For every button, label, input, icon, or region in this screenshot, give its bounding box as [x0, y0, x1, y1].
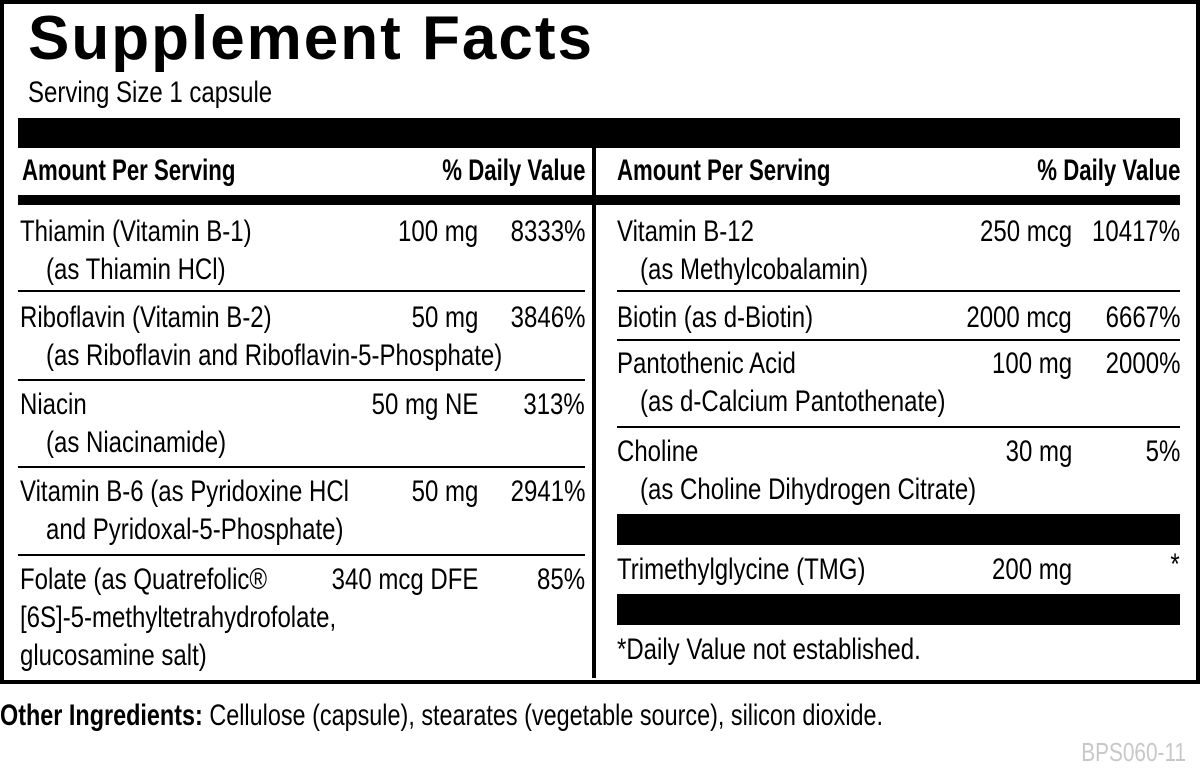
- nutrient-amount: 50 mg NE: [371, 388, 478, 421]
- nutrient-name: Vitamin B-12: [617, 215, 754, 248]
- nutrient-dv: 2941%: [510, 475, 585, 508]
- facts-panel-border: [0, 0, 1200, 684]
- nutrient-name: Riboflavin (Vitamin B-2): [20, 301, 272, 334]
- right-header-amount: Amount Per Serving: [617, 154, 831, 187]
- nutrient-amount: 50 mg: [411, 475, 478, 508]
- nutrient-name: Pantothenic Acid: [617, 347, 796, 380]
- footnote: *Daily Value not established.: [617, 633, 921, 666]
- row-divider: [18, 290, 585, 292]
- nutrient-amount: 100 mg: [397, 215, 478, 248]
- header-rule: [18, 195, 1180, 205]
- section-thick-bar: [617, 594, 1180, 625]
- nutrient-dv: 85%: [536, 563, 585, 596]
- nutrient-dv: 6667%: [1105, 301, 1180, 334]
- serving-size: Serving Size 1 capsule: [28, 76, 273, 109]
- nutrient-source: and Pyridoxal-5-Phosphate): [46, 513, 344, 546]
- left-header-dv: % Daily Value: [441, 154, 585, 187]
- top-thick-bar: [18, 118, 1180, 148]
- nutrient-dv: *: [1170, 548, 1180, 581]
- right-header-dv: % Daily Value: [1036, 154, 1180, 187]
- row-divider: [617, 426, 1180, 428]
- row-divider: [18, 379, 585, 381]
- nutrient-dv: 3846%: [510, 301, 585, 334]
- nutrient-source: (as Methylcobalamin): [640, 253, 869, 286]
- nutrient-name: Choline: [617, 435, 699, 468]
- nutrient-source: (as Niacinamide): [46, 426, 227, 459]
- nutrient-dv: 313%: [523, 388, 585, 421]
- nutrient-amount: 250 mcg: [979, 215, 1072, 248]
- nutrient-amount: 100 mg: [991, 347, 1072, 380]
- panel-title: Supplement Facts: [28, 4, 594, 73]
- other-ingredients: Other Ingredients: Cellulose (capsule), …: [0, 699, 1132, 733]
- nutrient-source: [6S]-5-methyltetrahydrofolate,: [20, 601, 337, 634]
- nutrient-amount: 30 mg: [1005, 435, 1072, 468]
- row-divider: [18, 466, 585, 468]
- nutrient-amount: 200 mg: [991, 553, 1072, 586]
- nutrient-source: (as d-Calcium Pantothenate): [640, 385, 946, 418]
- nutrient-name: Niacin: [20, 388, 87, 421]
- nutrient-dv: 10417%: [1091, 215, 1180, 248]
- row-divider: [617, 339, 1180, 341]
- row-divider: [18, 554, 585, 556]
- nutrient-dv: 8333%: [510, 215, 585, 248]
- nutrient-dv: 5%: [1145, 435, 1180, 468]
- nutrient-name: Folate (as Quatrefolic®: [20, 563, 268, 596]
- other-ingredients-label: Other Ingredients:: [0, 699, 203, 732]
- nutrient-dv: 2000%: [1105, 347, 1180, 380]
- left-header-amount: Amount Per Serving: [22, 154, 236, 187]
- product-code: BPS060-11: [1081, 737, 1186, 767]
- nutrient-amount: 2000 mcg: [966, 301, 1072, 334]
- nutrient-source: (as Riboflavin and Riboflavin-5-Phosphat…: [46, 339, 503, 372]
- nutrient-source: (as Choline Dihydrogen Citrate): [640, 473, 977, 506]
- section-thick-bar: [617, 514, 1180, 545]
- row-divider: [617, 290, 1180, 292]
- nutrient-source: glucosamine salt): [20, 639, 207, 672]
- column-divider: [592, 148, 596, 678]
- nutrient-amount: 50 mg: [411, 301, 478, 334]
- other-ingredients-text: Cellulose (capsule), stearates (vegetabl…: [202, 699, 884, 732]
- nutrient-name: Trimethylglycine (TMG): [617, 553, 866, 586]
- nutrient-amount: 340 mcg DFE: [331, 563, 478, 596]
- nutrient-name: Biotin (as d-Biotin): [617, 301, 814, 334]
- nutrient-source: (as Thiamin HCl): [46, 253, 226, 286]
- nutrient-name: Vitamin B-6 (as Pyridoxine HCl: [20, 475, 350, 508]
- nutrient-name: Thiamin (Vitamin B-1): [20, 215, 252, 248]
